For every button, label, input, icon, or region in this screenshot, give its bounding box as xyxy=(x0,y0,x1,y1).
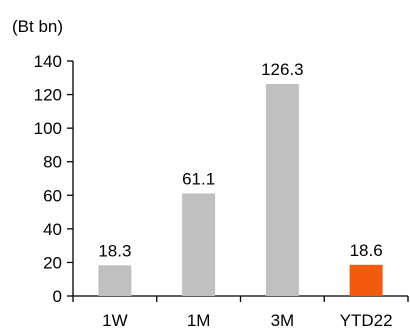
y-tick-label: 60 xyxy=(43,186,62,205)
y-tick-label: 120 xyxy=(34,86,62,105)
data-label-1m: 61.1 xyxy=(182,169,215,188)
data-labels: 18.3 61.1 126.3 18.6 xyxy=(98,60,382,260)
y-tick-label: 0 xyxy=(53,287,62,306)
bar-1m xyxy=(182,193,216,296)
category-label-3m: 3M xyxy=(271,311,295,330)
bar-3m xyxy=(265,83,299,296)
category-label-1m: 1M xyxy=(187,311,211,330)
y-tick-label: 40 xyxy=(43,220,62,239)
data-label-3m: 126.3 xyxy=(261,60,304,79)
bars xyxy=(98,83,383,296)
y-tick-label: 100 xyxy=(34,119,62,138)
category-label-1w: 1W xyxy=(102,311,128,330)
data-label-1w: 18.3 xyxy=(98,241,131,260)
bar-ytd22 xyxy=(349,264,383,296)
y-tick-label: 80 xyxy=(43,153,62,172)
y-axis-label: (Bt bn) xyxy=(12,17,63,36)
bar-1w xyxy=(98,265,132,296)
y-axis: 0 20 40 60 80 100 120 140 xyxy=(34,52,74,306)
y-tick-label: 20 xyxy=(43,253,62,272)
y-tick-label: 140 xyxy=(34,52,62,71)
category-labels: 1W 1M 3M YTD22 xyxy=(102,311,392,330)
x-axis xyxy=(72,295,409,302)
data-label-ytd22: 18.6 xyxy=(350,241,383,260)
category-label-ytd22: YTD22 xyxy=(340,311,393,330)
